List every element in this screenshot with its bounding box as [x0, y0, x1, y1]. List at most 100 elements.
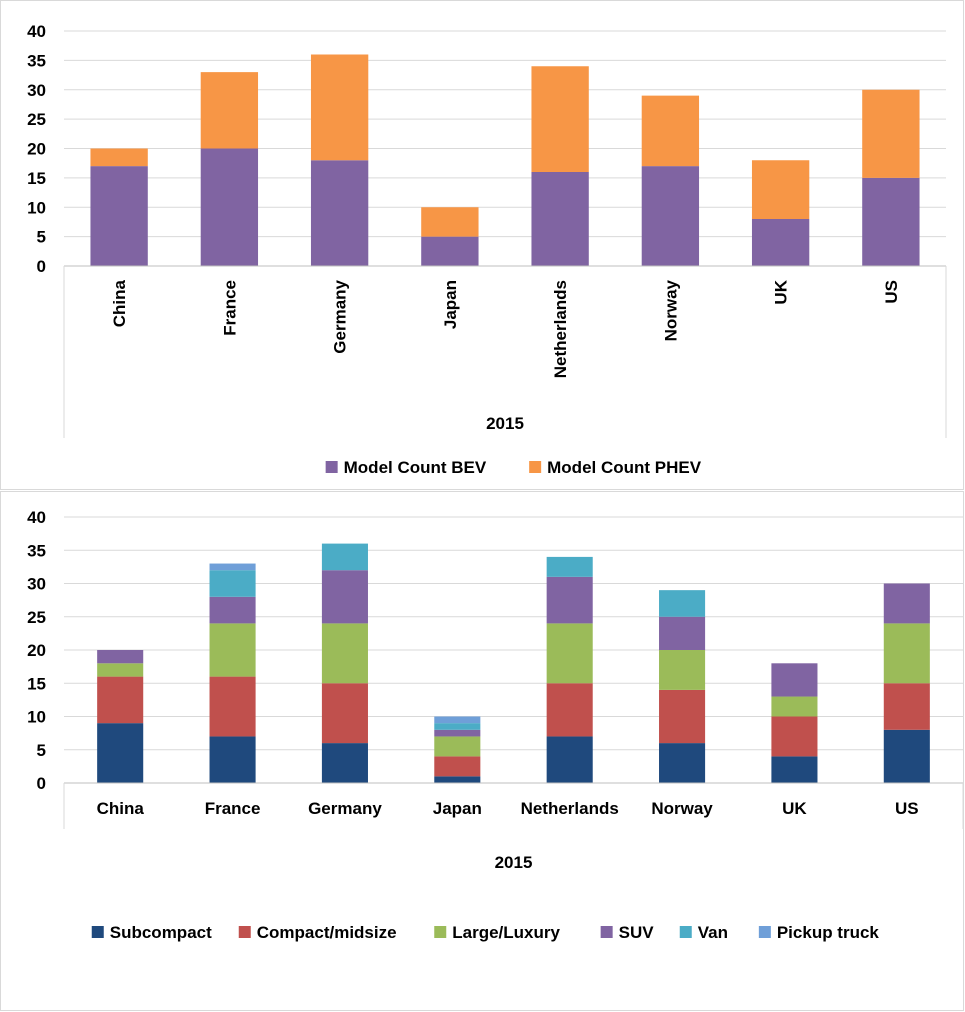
x-tick-label: China: [97, 799, 145, 818]
bar-segment: [659, 743, 706, 783]
y-tick-label: 15: [27, 169, 46, 188]
x-tick-label: China: [110, 279, 129, 327]
bar-segment: [209, 736, 256, 783]
y-tick-label: 40: [27, 22, 46, 41]
legend-swatch: [325, 461, 338, 473]
bar-segment: [434, 736, 481, 757]
x-tick-label: Japan: [433, 799, 482, 818]
legend-swatch: [758, 926, 771, 938]
bar-segment: [546, 683, 593, 737]
y-tick-label: 5: [37, 228, 46, 247]
x-tick-label: France: [205, 799, 261, 818]
x-axis-title: 2015: [495, 853, 533, 872]
bar-segment: [883, 623, 930, 684]
y-tick-label: 20: [27, 641, 46, 660]
bar-segment: [771, 663, 818, 697]
bar-segment: [862, 89, 920, 178]
bar-segment: [200, 72, 259, 149]
bar-segment: [862, 177, 920, 266]
bar-segment: [321, 543, 368, 571]
y-tick-label: 10: [27, 708, 46, 727]
bar-segment: [751, 160, 810, 219]
y-tick-label: 0: [37, 774, 46, 793]
legend-label: Model Count BEV: [344, 458, 487, 477]
bar-segment: [771, 756, 818, 783]
bar-segment: [751, 219, 810, 266]
y-tick-label: 25: [27, 110, 46, 129]
legend-label: Van: [698, 923, 728, 942]
y-tick-label: 30: [27, 575, 46, 594]
y-tick-label: 30: [27, 81, 46, 100]
x-tick-label: Norway: [651, 799, 713, 818]
chart-2-svg: 0 5 10 15 20 25 30 35 40 China France Germany Japan N…: [27, 508, 964, 942]
x-tick-label: UK: [772, 279, 791, 304]
bar-segment: [209, 596, 256, 624]
bar-segment: [434, 776, 481, 783]
x-tick-label: US: [882, 280, 901, 304]
bar-segment: [421, 236, 479, 266]
legend-swatch: [679, 926, 692, 938]
bar-segment: [97, 676, 144, 724]
bar-segment: [883, 683, 930, 730]
bar-segment: [310, 54, 369, 161]
bar-segment: [434, 756, 481, 777]
legend-swatch: [529, 461, 542, 473]
bar-segment: [321, 623, 368, 684]
bar-segment: [546, 556, 593, 577]
y-tick-label: 20: [27, 140, 46, 159]
chart-1-svg: 0 5 10 15 20 25 30 35 40 China France Germany Japan N…: [27, 22, 947, 477]
bar-segment: [659, 590, 706, 617]
bar-segment: [310, 160, 369, 266]
bar-segment: [200, 148, 259, 266]
bar-segment: [209, 623, 256, 677]
legend-label: Model Count PHEV: [547, 458, 702, 477]
y-tick-label: 25: [27, 608, 46, 627]
x-axis-title: 2015: [486, 414, 524, 433]
chart-panel-1: 0 5 10 15 20 25 30 35 40 China France Germany Japan N…: [0, 0, 964, 490]
legend-swatch: [91, 926, 104, 938]
bar-segment: [546, 736, 593, 783]
x-tick-label: Netherlands: [521, 799, 619, 818]
x-tick-label: Japan: [441, 280, 460, 329]
bar-segment: [321, 743, 368, 783]
bar-segment: [421, 207, 479, 237]
bar-segment: [659, 616, 706, 650]
bar-segment: [883, 583, 930, 624]
bar-segment: [97, 723, 144, 783]
chart-panel-2: 0 5 10 15 20 25 30 35 40 China France Germany Japan N…: [0, 491, 964, 1011]
y-tick-label: 10: [27, 198, 46, 217]
legend-swatch: [238, 926, 251, 938]
x-tick-label: Germany: [308, 799, 382, 818]
bar-segment: [97, 650, 144, 664]
y-tick-label: 40: [27, 508, 46, 527]
legend-swatch: [600, 926, 613, 938]
x-tick-label: Netherlands: [551, 280, 570, 378]
bar-segment: [90, 166, 148, 266]
bar-segment: [531, 172, 589, 266]
legend-label: Subcompact: [110, 923, 212, 942]
y-tick-label: 15: [27, 674, 46, 693]
bar-segment: [321, 683, 368, 744]
y-tick-label: 35: [27, 51, 46, 70]
x-tick-label: US: [895, 799, 919, 818]
legend-label: Compact/midsize: [257, 923, 397, 942]
y-tick-label: 0: [37, 257, 46, 276]
bar-segment: [641, 95, 700, 167]
bar-segment: [434, 723, 481, 730]
bar-segment: [883, 729, 930, 783]
x-tick-label: Norway: [661, 279, 680, 341]
bar-segment: [771, 716, 818, 757]
legend-swatch: [434, 926, 447, 938]
bar-segment: [659, 650, 706, 690]
bar-segment: [434, 729, 481, 737]
y-tick-label: 5: [37, 741, 46, 760]
bar-segment: [434, 716, 481, 724]
legend-label: Pickup truck: [777, 923, 880, 942]
y-tick-label: 35: [27, 541, 46, 560]
bar-segment: [209, 570, 256, 597]
bar-segment: [771, 696, 818, 717]
x-tick-label: Germany: [331, 279, 350, 353]
legend-label: Large/Luxury: [452, 923, 560, 942]
bar-segment: [209, 563, 256, 571]
x-tick-label: France: [220, 280, 239, 336]
